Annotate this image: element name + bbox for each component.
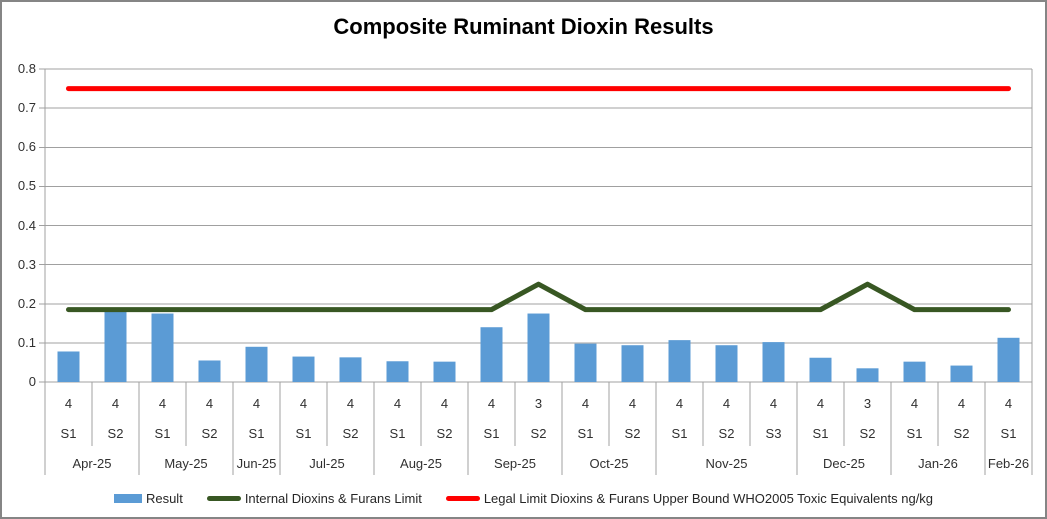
result-bar	[339, 357, 362, 382]
sample-count-label: 4	[487, 396, 496, 411]
sample-count-label: 4	[581, 396, 590, 411]
legend-label-legal-limit: Legal Limit Dioxins & Furans Upper Bound…	[483, 490, 934, 506]
sample-count-label: 3	[534, 396, 543, 411]
sample-count-label: 4	[440, 396, 449, 411]
y-axis-label: 0.6	[17, 139, 36, 155]
month-label: Jul-25	[309, 456, 345, 471]
internal-limit-line-swatch-icon	[206, 495, 241, 501]
y-axis-label: 0.7	[17, 100, 36, 116]
month-label: May-25	[164, 456, 208, 471]
sample-id-label: S1	[577, 426, 594, 441]
sample-id-label: S1	[295, 426, 312, 441]
sample-id-label: S1	[389, 426, 406, 441]
sample-count-label: 4	[205, 396, 214, 411]
result-bar	[856, 368, 879, 382]
sample-id-label: S1	[1000, 426, 1017, 441]
y-axis-label: 0.8	[17, 61, 36, 76]
sample-count-label: 4	[628, 396, 637, 411]
sample-id-label: S1	[906, 426, 923, 441]
sample-id-label: S2	[859, 426, 876, 441]
sample-count-label: 4	[675, 396, 684, 411]
sample-id-label: S1	[248, 426, 265, 441]
legend-item-internal-limit: Internal Dioxins & Furans Limit	[206, 490, 422, 506]
legend-item-legal-limit: Legal Limit Dioxins & Furans Upper Bound…	[445, 490, 934, 506]
month-label: Dec-25	[823, 456, 865, 471]
month-label: Feb-26	[987, 456, 1030, 471]
internal-limit-line	[66, 281, 1011, 313]
sample-count-label: 4	[346, 396, 355, 411]
chart-title: Composite Ruminant Dioxin Results	[333, 14, 714, 39]
sample-count-label: 3	[863, 396, 872, 411]
result-bar	[809, 357, 832, 382]
result-bar	[527, 313, 550, 382]
sample-id-label: S1	[154, 426, 171, 441]
sample-count-label: 4	[910, 396, 919, 411]
sample-count-label: 4	[769, 396, 778, 411]
sample-id-label: S2	[530, 426, 547, 441]
result-bar	[997, 337, 1020, 382]
result-bar	[245, 346, 268, 382]
y-axis-label: 0.3	[17, 256, 36, 272]
result-bar	[621, 345, 644, 382]
sample-count-label: 4	[957, 396, 966, 411]
result-bar	[292, 356, 315, 382]
sample-count-label: 4	[1004, 396, 1013, 411]
month-label: Nov-25	[705, 456, 748, 471]
month-label: Apr-25	[72, 456, 112, 471]
legend-label-internal-limit: Internal Dioxins & Furans Limit	[244, 490, 422, 506]
result-bar	[903, 361, 926, 382]
sample-id-label: S2	[107, 426, 124, 441]
sample-id-label: S2	[436, 426, 453, 441]
sample-id-label: S2	[342, 426, 359, 441]
result-bar	[574, 343, 597, 382]
month-label: Sep-25	[494, 456, 536, 471]
result-bar-swatch-icon	[113, 493, 142, 503]
result-bar	[480, 327, 503, 382]
sample-id-label: S1	[483, 426, 500, 441]
result-bar	[950, 365, 973, 382]
month-label: Jan-26	[918, 456, 958, 471]
sample-count-label: 4	[816, 396, 825, 411]
y-axis-label: 0.2	[17, 295, 36, 311]
y-axis-label: 0	[28, 374, 36, 389]
sample-count-label: 4	[299, 396, 308, 411]
legal-limit-line-swatch-icon	[445, 495, 480, 501]
result-bar	[433, 361, 456, 382]
result-bar	[57, 351, 80, 382]
sample-id-label: S2	[718, 426, 735, 441]
y-axis-label: 0.5	[17, 178, 36, 194]
sample-count-label: 4	[252, 396, 261, 411]
sample-count-label: 4	[393, 396, 402, 411]
month-label: Aug-25	[400, 456, 442, 471]
y-axis-label: 0.4	[17, 217, 36, 233]
sample-count-label: 4	[64, 396, 73, 411]
sample-id-label: S1	[812, 426, 829, 441]
result-bar	[198, 360, 221, 382]
legend-label-result: Result	[145, 490, 183, 506]
sample-id-label: S2	[953, 426, 970, 441]
sample-count-label: 4	[111, 396, 120, 411]
result-bar	[386, 361, 409, 382]
legend-item-result: Result	[113, 490, 183, 506]
month-label: Oct-25	[589, 456, 629, 471]
result-bar	[715, 345, 738, 382]
y-axis-label: 0.1	[17, 334, 36, 350]
sample-id-label: S1	[60, 426, 77, 441]
sample-id-label: S2	[624, 426, 641, 441]
result-bar	[668, 340, 691, 382]
result-bar	[151, 313, 174, 382]
sample-id-label: S2	[201, 426, 218, 441]
result-bar	[104, 311, 127, 382]
month-label: Jun-25	[236, 456, 277, 471]
sample-count-label: 4	[158, 396, 167, 411]
sample-id-label: S3	[765, 426, 782, 441]
sample-id-label: S1	[671, 426, 688, 441]
result-bar	[762, 342, 785, 382]
sample-count-label: 4	[722, 396, 731, 411]
legend: Result Internal Dioxins & Furans Limit L…	[2, 486, 1045, 510]
